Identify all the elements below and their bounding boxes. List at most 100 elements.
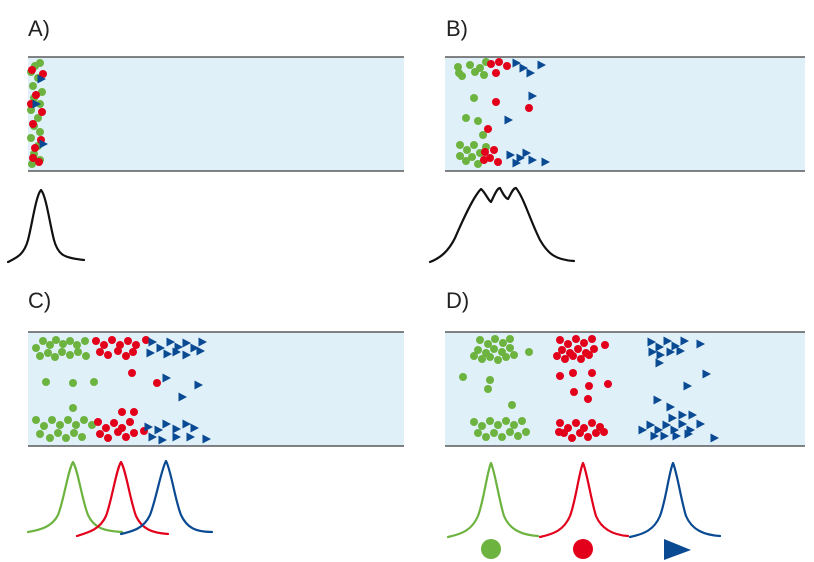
- red-particle: [525, 104, 533, 112]
- blue-triangle-particle: [190, 343, 199, 353]
- green-particle: [474, 346, 482, 354]
- blue-triangle-particle: [646, 420, 655, 430]
- blue-triangle-particle: [37, 74, 46, 84]
- blue-triangle-particle: [666, 402, 675, 412]
- red-particle: [130, 408, 138, 416]
- blue-triangle-particle: [172, 424, 181, 434]
- particles-a: [27, 59, 48, 168]
- channel-c: [28, 331, 404, 447]
- green-particle: [478, 422, 486, 430]
- blue-triangle-particle: [647, 337, 656, 347]
- red-particle: [126, 418, 134, 426]
- blue-triangle-icon: [664, 539, 691, 560]
- panel-a-label: A): [28, 16, 50, 41]
- red-particle: [555, 428, 563, 436]
- green-particle: [40, 422, 48, 430]
- blue-triangle-particle: [162, 419, 171, 429]
- green-particle: [476, 336, 484, 344]
- red-particle: [39, 70, 47, 78]
- green-particle: [470, 352, 478, 360]
- green-particle: [72, 421, 80, 429]
- blue-triangle-particle: [516, 153, 525, 163]
- blue-triangle-particle: [172, 347, 181, 357]
- red-particle: [564, 340, 572, 348]
- blue-triangle-particle: [678, 410, 687, 420]
- green-particle: [506, 428, 514, 436]
- red-particle: [104, 351, 112, 359]
- red-particle: [576, 429, 584, 437]
- green-particle: [78, 433, 86, 441]
- blue-triangle-particle: [174, 342, 183, 352]
- red-particle: [38, 108, 46, 116]
- green-particle: [468, 153, 476, 161]
- blue-triangle-particle: [656, 350, 665, 360]
- red-particle: [585, 382, 593, 390]
- green-particle: [38, 88, 46, 96]
- blue-triangle-particle: [660, 431, 669, 441]
- blue-triangle-particle: [39, 139, 48, 149]
- blue-triangle-particle: [178, 392, 187, 402]
- blue-triangle-particle: [688, 410, 697, 420]
- blue-triangle-particle: [638, 425, 647, 435]
- green-particle: [52, 336, 60, 344]
- curves-d: [446, 461, 722, 539]
- red-particle: [569, 352, 577, 360]
- green-particle: [62, 434, 70, 442]
- blue-triangle-particle: [678, 419, 687, 429]
- blue-triangle-particle: [148, 337, 157, 347]
- green-particle: [27, 134, 35, 142]
- blue-triangle-particle: [154, 425, 163, 435]
- blue-triangle-particle: [162, 373, 171, 383]
- red-particle: [492, 69, 500, 77]
- curves-a: [6, 188, 86, 264]
- blue-triangle-particle: [671, 341, 680, 351]
- green-particle: [476, 64, 484, 72]
- particles-b: [454, 58, 550, 168]
- blue-triangle-particle: [504, 115, 513, 125]
- green-particle: [36, 128, 44, 136]
- green-particle: [498, 433, 506, 441]
- green-particle: [70, 429, 78, 437]
- green-particle: [486, 353, 494, 361]
- green-particle: [518, 417, 526, 425]
- blue-triangle-particle: [710, 433, 719, 443]
- blue-triangle-particle: [190, 423, 199, 433]
- red-particle: [104, 434, 112, 442]
- red-particle: [94, 418, 102, 426]
- curves-b: [428, 186, 576, 264]
- green-particle: [470, 94, 478, 102]
- blue-triangle-particle: [648, 347, 657, 357]
- green-particle: [506, 344, 514, 352]
- red-particle: [96, 430, 104, 438]
- red-particle: [495, 58, 503, 66]
- red-particle: [556, 419, 564, 427]
- blue-peak-curve: [119, 459, 214, 536]
- red-particle: [153, 379, 161, 387]
- green-particle: [470, 141, 478, 149]
- blue-triangle-particle: [194, 380, 203, 390]
- green-particle: [46, 434, 54, 442]
- blue-triangle-particle: [32, 99, 41, 109]
- curves-c: [26, 459, 214, 538]
- merged-peak-curve: [428, 186, 576, 264]
- red-particle: [556, 336, 564, 344]
- channel-a: [28, 56, 404, 172]
- red-particle: [577, 355, 585, 363]
- blue-triangle-particle: [684, 429, 693, 439]
- green-particle: [80, 416, 88, 424]
- blue-triangle-particle: [528, 155, 537, 165]
- green-particle: [474, 117, 482, 125]
- green-particle: [499, 339, 507, 347]
- blue-triangle-particle: [144, 422, 153, 432]
- red-particle: [590, 345, 598, 353]
- red-particle: [92, 337, 100, 345]
- red-particle: [142, 336, 150, 344]
- red-particle: [108, 336, 116, 344]
- blue-triangle-particle: [668, 413, 677, 423]
- blue-triangle-particle: [202, 434, 211, 444]
- green-particle: [456, 141, 464, 149]
- blue-triangle-particle: [680, 336, 689, 346]
- red-particle: [592, 429, 600, 437]
- red-particle: [561, 355, 569, 363]
